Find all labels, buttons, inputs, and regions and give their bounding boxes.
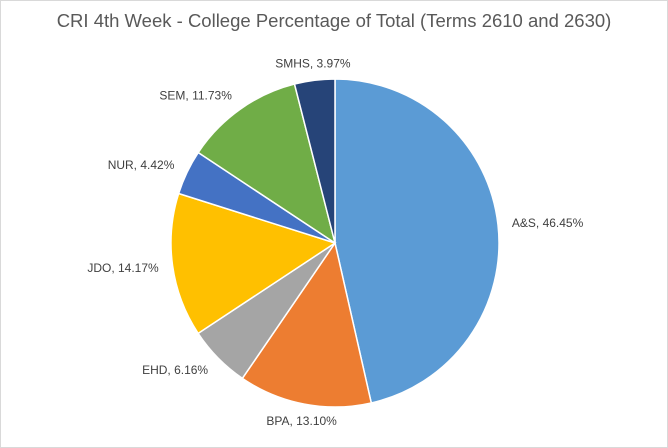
pie-slice-smhs [293, 78, 336, 244]
pie-slice-sem [197, 83, 337, 245]
data-label-ehd: EHD, 6.16% [142, 363, 208, 377]
data-label-nur: NUR, 4.42% [108, 158, 175, 172]
pie-slice-jdo [170, 192, 337, 335]
pie-slices [170, 78, 500, 408]
data-label-jdo: JDO, 14.17% [87, 261, 159, 275]
pie-slice-a-s [334, 78, 500, 404]
chart-title: CRI 4th Week - College Percentage of Tot… [56, 10, 612, 31]
pie-slice-bpa [241, 241, 373, 408]
data-label-a-s: A&S, 46.45% [512, 216, 584, 230]
data-label-bpa: BPA, 13.10% [266, 414, 337, 428]
data-label-smhs: SMHS, 3.97% [275, 56, 351, 70]
pie-labels: A&S, 46.45% BPA, 13.10% EHD, 6.16% JDO, 14.… [87, 56, 583, 427]
data-label-sem: SEM, 11.73% [159, 89, 232, 103]
